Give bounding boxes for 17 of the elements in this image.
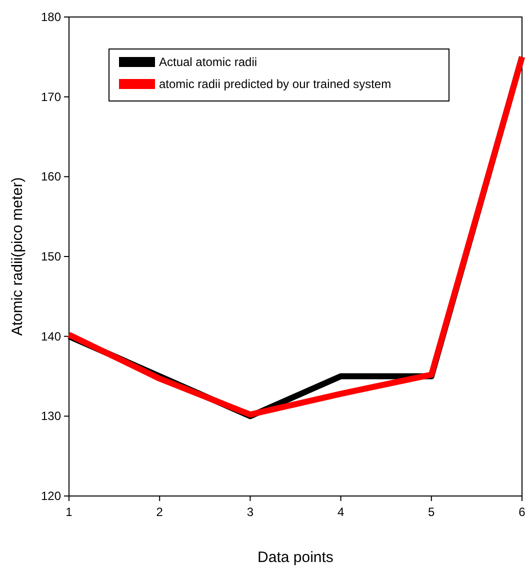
y-tick-label: 140 [40, 329, 62, 344]
x-axis-title: Data points [258, 549, 334, 566]
y-tick-label: 130 [40, 409, 62, 424]
y-tick-label: 120 [40, 489, 62, 503]
legend-label: Actual atomic radii [159, 55, 258, 69]
x-tick-label: 6 [518, 505, 526, 519]
y-tick-label: 180 [40, 10, 62, 24]
x-tick-label: 1 [66, 505, 73, 519]
y-tick-label: 150 [40, 250, 62, 264]
x-tick-label: 3 [246, 505, 254, 519]
y-axis-title: Atomic radii(pico meter) [9, 177, 26, 336]
x-tick-label: 5 [428, 505, 436, 519]
x-tick-label: 2 [156, 505, 164, 519]
legend-label: atomic radii predicted by our trained system [159, 77, 392, 91]
y-tick-label: 170 [40, 90, 62, 104]
x-tick-label: 4 [337, 505, 344, 519]
y-tick-label: 160 [40, 170, 62, 184]
